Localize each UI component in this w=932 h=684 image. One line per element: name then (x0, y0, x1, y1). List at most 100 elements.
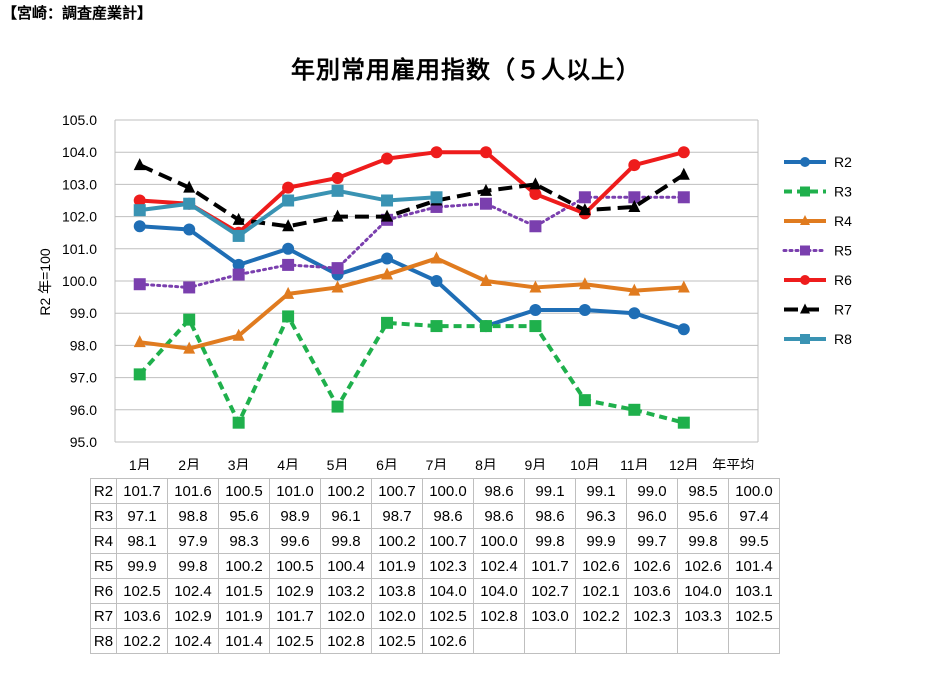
table-cell: 101.7 (116, 478, 168, 504)
legend-item-R5: R5 (782, 243, 852, 259)
data-point (628, 283, 641, 296)
table-cell: 103.2 (320, 578, 372, 604)
data-point (529, 220, 542, 233)
table-cell: 102.6 (575, 553, 627, 579)
table-cell: 102.7 (524, 578, 576, 604)
data-point (183, 281, 196, 294)
data-point (479, 197, 492, 210)
table-cell: 99.6 (269, 528, 321, 554)
table-cell: 99.8 (167, 553, 219, 579)
table-cell: 102.6 (626, 553, 678, 579)
data-point (381, 316, 394, 329)
table-cell: 102.9 (167, 603, 219, 629)
table-cell (575, 628, 627, 654)
legend-label: R6 (834, 272, 852, 288)
legend-item-R2: R2 (784, 154, 852, 170)
data-point (677, 280, 690, 293)
legend-label: R3 (834, 184, 852, 200)
data-point (331, 171, 344, 184)
data-point (133, 335, 146, 348)
data-point (331, 184, 344, 197)
data-point (381, 267, 394, 280)
data-point (529, 188, 542, 201)
data-point (331, 262, 344, 275)
data-point (529, 280, 542, 293)
data-point (133, 220, 146, 233)
x-tick-label: 12月 (669, 457, 699, 470)
series-R8 (133, 184, 443, 242)
data-point (578, 394, 591, 407)
table-row: R8 102.2 102.4 101.4 102.5 102.8 102.5 102.6 (90, 628, 780, 654)
data-point (800, 275, 810, 285)
table-cell: 102.0 (371, 603, 423, 629)
table-cell: 100.0 (728, 478, 780, 504)
table-cell: 101.7 (524, 553, 576, 579)
table-cell: 99.1 (524, 478, 576, 504)
header-label: 【宮崎：調査産業計】 (2, 4, 153, 22)
data-point (133, 194, 146, 207)
table-cell: 98.6 (473, 503, 525, 529)
table-row: R5 99.9 99.8 100.2 100.5 100.4 101.9 102.3 102.4… (90, 553, 780, 579)
data-point (381, 194, 394, 207)
data-point (183, 197, 196, 210)
x-tick-labels: 1月 2月 3月 4月 5月 6月 7月 8月 9月 10月 11月 12月 年平均 (129, 457, 754, 470)
data-point (529, 320, 542, 333)
table-row-label: R8 (90, 628, 117, 654)
y-tick-label: 99.0 (70, 305, 97, 321)
data-point (232, 229, 245, 242)
table-cell: 100.2 (371, 528, 423, 554)
table-cell: 96.3 (575, 503, 627, 529)
table-row: R3 97.1 98.8 95.6 98.9 96.1 98.7 98.6 98.6 98.6 96… (90, 503, 780, 529)
table-cell: 102.4 (473, 553, 525, 579)
table-cell: 103.6 (626, 578, 678, 604)
x-tick-label: 10月 (570, 457, 600, 470)
table-cell: 97.9 (167, 528, 219, 554)
data-point (381, 152, 394, 165)
table-cell: 98.3 (218, 528, 270, 554)
x-tick-label: 9月 (525, 457, 547, 470)
table-row-label: R4 (90, 528, 117, 554)
table-cell: 99.9 (116, 553, 168, 579)
x-tick-label: 年平均 (712, 457, 754, 470)
table-cell: 102.0 (320, 603, 372, 629)
table-cell: 102.8 (473, 603, 525, 629)
legend-item-R7: R7 (784, 302, 852, 318)
data-point (282, 181, 295, 194)
table-cell (677, 628, 729, 654)
legend: R2 R3 R4 R5 R6 R7 R8 (782, 154, 852, 347)
table-cell: 102.9 (269, 578, 321, 604)
table-cell: 99.8 (320, 528, 372, 554)
data-point (232, 258, 245, 271)
y-tick-label: 103.0 (62, 176, 97, 192)
data-point (183, 341, 196, 354)
table-cell: 102.2 (575, 603, 627, 629)
data-point (232, 416, 245, 429)
table-cell: 102.5 (269, 628, 321, 654)
table-cell (473, 628, 525, 654)
table-cell: 100.2 (320, 478, 372, 504)
table-cell: 102.4 (167, 578, 219, 604)
table-cell: 99.8 (677, 528, 729, 554)
table-cell: 99.7 (626, 528, 678, 554)
data-point (183, 223, 196, 236)
table-row-label: R5 (90, 553, 117, 579)
data-point (430, 251, 443, 264)
series-R2 (133, 220, 690, 336)
data-point (430, 320, 443, 333)
data-point (677, 146, 690, 159)
data-point (479, 146, 492, 159)
series-R3 (133, 310, 690, 429)
table-cell: 98.6 (422, 503, 474, 529)
table-cell: 101.9 (371, 553, 423, 579)
table-cell: 102.5 (422, 603, 474, 629)
table-cell: 103.6 (116, 603, 168, 629)
table-cell: 97.4 (728, 503, 780, 529)
table-cell: 101.0 (269, 478, 321, 504)
table-cell: 96.0 (626, 503, 678, 529)
data-point (430, 146, 443, 159)
table-cell: 101.7 (269, 603, 321, 629)
data-point (800, 157, 810, 167)
table-cell: 99.9 (575, 528, 627, 554)
x-tick-label: 5月 (327, 457, 349, 470)
y-tick-label: 104.0 (62, 144, 97, 160)
